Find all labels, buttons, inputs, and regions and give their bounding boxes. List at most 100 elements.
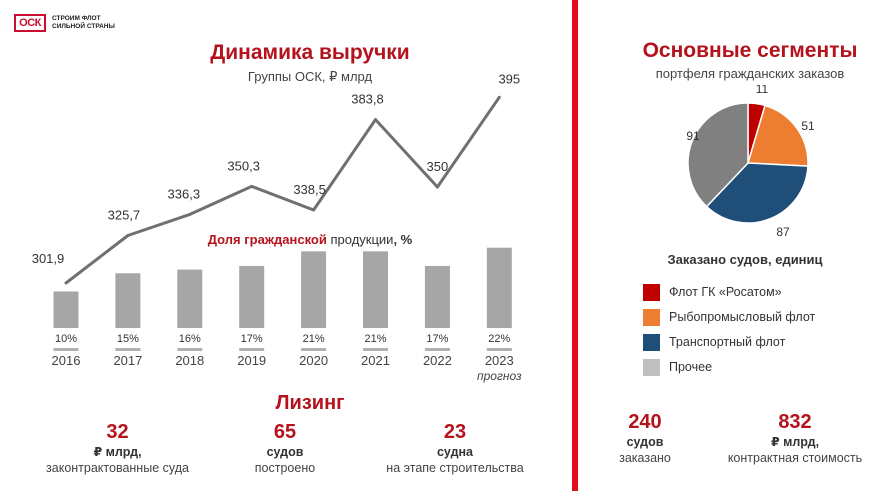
segments-title: Основные сегменты [642,39,858,62]
section-divider [572,0,578,491]
revenue-point-2021 [374,118,377,122]
share-bar-label: 10% [55,333,77,345]
leasing-stat-contracted: 32 ₽ млрд, законтрактованные суда [20,420,215,477]
share-bar-label: 15% [117,333,139,345]
x-tick-label: 2022 [423,353,452,368]
legend-label: Флот ГК «Росатом» [669,285,782,299]
stat-number: 65 [273,421,297,443]
share-bar-2022 [424,265,450,328]
revenue-data-label: 350,3 [227,158,260,173]
pie-slice-label: 51 [801,119,815,133]
share-bar-label: 16% [179,333,201,345]
x-tick-label: 2019 [237,353,266,368]
bar-separator [239,348,265,351]
stat-number: 832 [778,411,812,433]
share-bar-2017 [115,273,141,328]
share-title-unit: , % [393,232,413,247]
share-bar-label: 17% [241,333,263,345]
bar-separator [301,348,327,351]
stat-number: 240 [628,411,662,433]
stat-description: контрактная стоимость [727,451,863,465]
share-bar-2016 [53,291,79,328]
legend-swatch [643,358,660,376]
leasing-stat-in-construction: 23 судна на этапе строительства [365,420,545,477]
revenue-subtitle: Группы ОСК, ₽ млрд [247,69,373,84]
revenue-data-label: 350 [427,159,449,174]
segments-pie-chart: 11 51 87 91 [686,85,815,239]
share-bar-2019 [239,265,265,328]
revenue-data-label: 338,5 [293,182,326,197]
stat-description: заказано [619,451,671,465]
share-title-rest: продукции [326,232,394,247]
segments-stat-ordered: 240 судов заказано [595,410,695,467]
stat-number: 23 [443,421,467,443]
revenue-point-2018 [188,212,192,216]
logo-line-1: СТРОИМ ФЛОТ [52,15,101,22]
x-tick-label: 2020 [299,353,328,368]
bar-separator [53,348,79,351]
pie-caption: Заказано судов, единиц [667,252,823,267]
share-bar-2020 [301,251,327,328]
pie-slice-4 [687,102,749,208]
share-title-red: Доля гражданской [207,232,327,247]
share-bar-2023 [486,247,512,328]
logo-mark: ОСК [14,14,46,32]
share-bar-2021 [363,251,388,328]
share-bar-label: 17% [426,333,448,345]
revenue-data-label: 383,8 [351,92,384,107]
stat-description: построено [254,461,316,475]
stat-unit: судов [626,435,664,449]
x-tick-label: 2017 [113,353,142,368]
revenue-point-2023 [497,95,501,99]
pie-slice-2 [747,104,809,167]
revenue-data-label: 301,9 [32,251,65,266]
revenue-title: Динамика выручки [210,41,410,64]
share-bar-label: 22% [488,333,510,345]
pie-slice-label: 91 [686,129,700,143]
bar-separator [424,348,450,351]
revenue-point-2020 [312,208,316,212]
pie-slice-label: 11 [756,85,769,96]
stat-unit: судов [266,445,304,459]
x-tick-label: 2023 [485,353,514,368]
legend-swatch [643,283,660,301]
stat-unit: судна [436,445,474,459]
legend-label: Прочее [669,360,713,374]
legend-item-transport: Транспортный флот [643,333,815,351]
legend-item-fishing: Рыбопромысловый флот [643,308,815,326]
segments-subtitle: портфеля гражданских заказов [655,66,845,81]
x-tick-label: 2016 [52,353,81,368]
revenue-and-share-chart: 10% 2016 15% 2017 16% 2018 17% 2019 21% 2020 21% 20… [32,71,522,383]
bar-separator [115,348,141,351]
legend-item-rosatom: Флот ГК «Росатом» [643,283,815,301]
revenue-point-2019 [250,184,254,188]
revenue-point-2017 [126,234,130,238]
pie-legend: Флот ГК «Росатом» Рыбопромысловый флот Т… [643,283,815,383]
share-bar-label: 21% [364,333,386,345]
x-tick-note: прогноз [477,369,522,383]
logo-text: СТРОИМ ФЛОТ СИЛЬНОЙ СТРАНЫ [52,15,115,31]
pie-slice-3 [705,162,809,224]
legend-item-other: Прочее [643,358,815,376]
bar-separator [177,348,203,351]
revenue-line [65,96,501,285]
legend-label: Рыбопромысловый флот [669,310,816,324]
share-chart-title: Доля гражданской продукции, % [150,232,470,247]
share-bar-label: 21% [303,333,325,345]
segments-stat-value: 832 ₽ млрд, контрактная стоимость [715,410,875,467]
leasing-title: Лизинг [275,392,345,414]
logo-line-2: СИЛЬНОЙ СТРАНЫ [52,23,115,30]
bar-separator [363,348,388,351]
bar-separator [486,348,512,351]
revenue-point-2022 [435,185,439,189]
legend-swatch [643,308,660,326]
share-bar-2018 [177,269,203,328]
legend-swatch [643,333,660,351]
legend-label: Транспортный флот [669,335,786,349]
revenue-data-label: 395 [498,71,520,86]
x-tick-label: 2021 [361,353,390,368]
stat-unit: ₽ млрд, [770,435,820,449]
revenue-point-2016 [64,281,68,285]
stat-unit: ₽ млрд, [93,445,142,459]
stat-number: 32 [106,421,129,443]
